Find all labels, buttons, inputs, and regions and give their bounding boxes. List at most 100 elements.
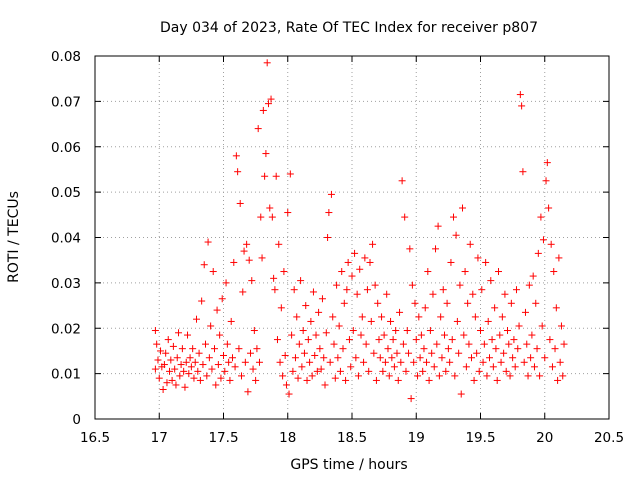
data-point [220, 351, 227, 359]
data-point [530, 363, 538, 371]
data-point [489, 363, 497, 371]
data-point [408, 281, 416, 289]
data-point [163, 379, 171, 387]
data-point [450, 213, 458, 221]
data-point [193, 315, 201, 323]
data-point [538, 322, 546, 330]
data-point [190, 374, 198, 382]
data-point [330, 340, 338, 348]
data-point [353, 290, 361, 298]
data-point [235, 345, 243, 353]
data-point [194, 367, 202, 375]
data-point [393, 349, 401, 357]
data-point [370, 349, 378, 357]
data-point [264, 100, 272, 108]
data-point [365, 367, 373, 375]
data-point [541, 354, 549, 362]
data-point [469, 290, 477, 298]
data-point [329, 313, 337, 321]
data-point [521, 308, 529, 316]
data-point [175, 329, 183, 337]
data-point [527, 354, 535, 362]
data-point [243, 240, 251, 248]
data-point [407, 395, 415, 403]
chart-title: Day 034 of 2023, Rate Of TEC Index for r… [160, 20, 538, 36]
data-point [554, 376, 562, 384]
data-point [380, 331, 388, 339]
data-point [333, 281, 341, 289]
data-point [321, 381, 329, 389]
data-point [263, 59, 271, 67]
data-point [239, 288, 247, 296]
data-point [312, 331, 320, 339]
data-point [509, 354, 517, 362]
data-point [157, 347, 165, 355]
data-point [550, 268, 558, 276]
data-point [487, 277, 495, 285]
data-point [548, 363, 556, 371]
data-point [322, 329, 330, 337]
data-point [532, 299, 540, 307]
data-point [473, 349, 481, 357]
data-point [226, 376, 234, 384]
data-point [453, 317, 461, 325]
data-point [356, 265, 364, 273]
data-point [519, 168, 527, 176]
data-point [505, 340, 513, 348]
data-point [189, 345, 197, 353]
data-point [372, 376, 380, 384]
data-point [384, 345, 392, 353]
data-point [492, 345, 500, 353]
data-point [207, 322, 215, 330]
data-point [345, 336, 353, 344]
y-tick-labels: 0 0.01 0.02 0.03 0.04 0.05 0.06 0.07 0.08 [51, 49, 81, 428]
data-point [338, 268, 346, 276]
data-point [491, 304, 499, 312]
data-point [455, 349, 463, 357]
y-tick-label: 0.05 [51, 185, 81, 201]
data-point [460, 331, 468, 339]
data-point [342, 376, 350, 384]
data-point [295, 340, 303, 348]
data-point [288, 331, 296, 339]
data-point [279, 372, 287, 380]
data-point [168, 376, 176, 384]
data-point [462, 363, 470, 371]
data-point [482, 258, 490, 266]
data-point [317, 365, 325, 373]
data-point [211, 345, 219, 353]
data-point [339, 345, 347, 353]
data-point [246, 349, 254, 357]
data-point [385, 372, 393, 380]
data-point [432, 245, 440, 253]
data-point [435, 372, 443, 380]
data-point [240, 247, 248, 255]
data-point [559, 372, 567, 380]
data-point [223, 340, 231, 348]
data-point [433, 340, 441, 348]
data-point [402, 367, 410, 375]
data-point [503, 327, 511, 335]
data-point [358, 313, 366, 321]
data-point [547, 240, 555, 248]
y-tick-label: 0 [72, 412, 81, 428]
data-point [268, 213, 276, 221]
grid [95, 56, 609, 419]
data-point [344, 258, 352, 266]
data-point [470, 376, 478, 384]
data-point [352, 354, 360, 362]
x-tick-label: 19 [408, 430, 425, 446]
data-point [461, 268, 469, 276]
data-point [250, 327, 258, 335]
data-point [367, 317, 375, 325]
data-point [313, 367, 321, 375]
data-point [162, 349, 170, 357]
data-point [261, 172, 269, 180]
data-point [497, 358, 505, 366]
data-point [191, 358, 199, 366]
data-point [276, 358, 284, 366]
data-point [464, 299, 472, 307]
y-axis-title: ROTI / TECUs [6, 191, 22, 283]
data-point [528, 331, 536, 339]
data-point [474, 254, 482, 262]
